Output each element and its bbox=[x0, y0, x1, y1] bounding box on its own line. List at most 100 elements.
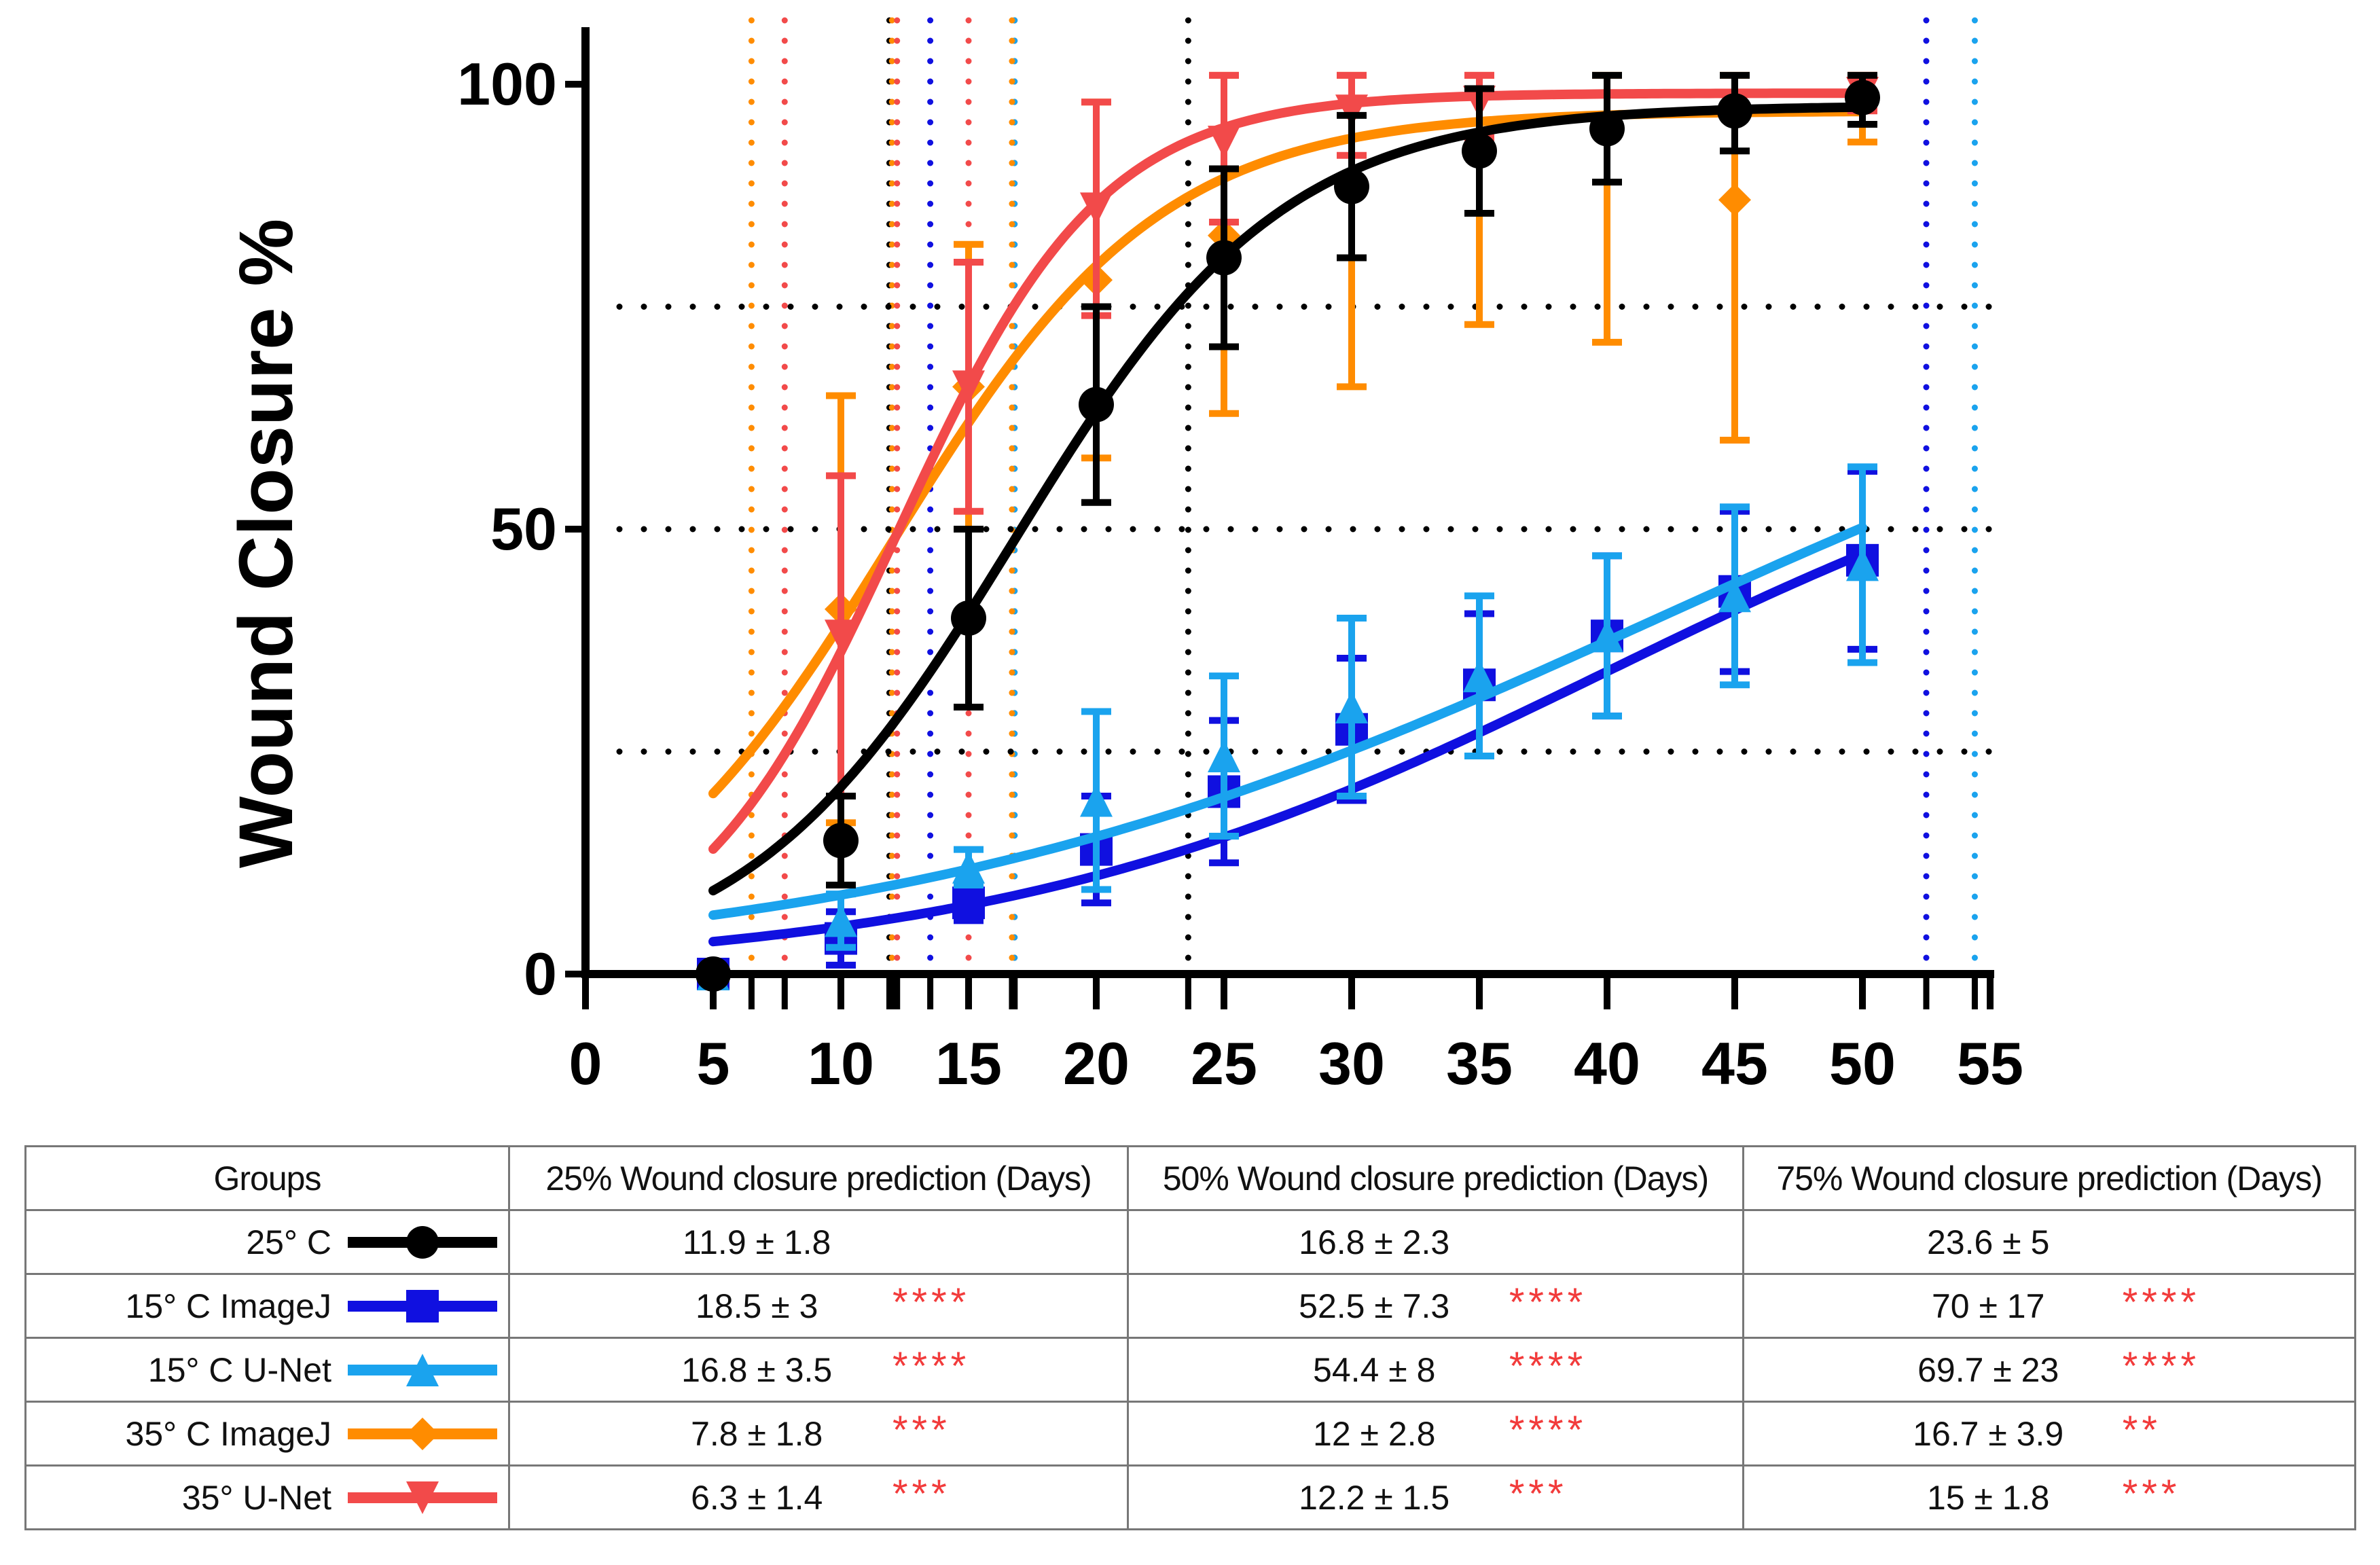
series-layer bbox=[696, 71, 1880, 992]
x-tick-label-45: 45 bbox=[1701, 1030, 1768, 1097]
x-tick-label-15: 15 bbox=[935, 1030, 1002, 1097]
prediction-cell-75: 15 ± 1.8 *** bbox=[1742, 1464, 2356, 1530]
data-point bbox=[1208, 126, 1240, 159]
data-point bbox=[825, 904, 857, 937]
legend-marker bbox=[406, 1417, 439, 1450]
prediction-value: 16.8 ± 3.5 bbox=[681, 1350, 833, 1389]
legend-swatch-triangle-down bbox=[348, 1481, 497, 1514]
table-row: 35° C ImageJ 7.8 ± 1.8 *** 12 ± 2.8 **** 16.7… bbox=[24, 1401, 2356, 1467]
prediction-value: 23.6 ± 5 bbox=[1927, 1223, 2050, 1261]
data-point bbox=[1334, 168, 1369, 204]
fit-curve bbox=[708, 549, 1867, 947]
legend-swatch-triangle-up bbox=[348, 1353, 497, 1386]
group-cell: 35° C ImageJ bbox=[24, 1401, 510, 1467]
legend-swatch-circle bbox=[348, 1225, 497, 1259]
significance-stars: *** bbox=[2122, 1471, 2181, 1516]
data-point bbox=[823, 823, 859, 859]
data-point bbox=[1206, 240, 1242, 276]
x-tick-label-55: 55 bbox=[1957, 1030, 2023, 1097]
prediction-cell-50: 52.5 ± 7.3 **** bbox=[1127, 1273, 1744, 1339]
table-header-row: Groups 25% Wound closure prediction (Day… bbox=[24, 1145, 2356, 1211]
significance-stars: **** bbox=[1509, 1344, 1587, 1388]
group-name: 15° C ImageJ bbox=[125, 1287, 331, 1325]
significance-stars: **** bbox=[1509, 1280, 1587, 1325]
data-point bbox=[1846, 548, 1879, 581]
data-point bbox=[1591, 619, 1623, 653]
significance-stars: **** bbox=[892, 1280, 971, 1325]
legend-swatch-square bbox=[348, 1289, 497, 1323]
wound-closure-chart: 0 50 100 0 5 10 15 20 25 30 35 40 45 50 55 Wound Closu… bbox=[223, 17, 2023, 1097]
group-cell: 35° U-Net bbox=[24, 1464, 510, 1530]
data-point bbox=[1845, 79, 1880, 115]
significance-stars: **** bbox=[892, 1344, 971, 1388]
x-tick-label-5: 5 bbox=[697, 1030, 730, 1097]
x-tick-label-25: 25 bbox=[1191, 1030, 1257, 1097]
legend-marker bbox=[406, 1289, 439, 1323]
prediction-cell-50: 12.2 ± 1.5 *** bbox=[1127, 1464, 1744, 1530]
series-0 bbox=[696, 71, 1880, 992]
group-cell: 15° C U-Net bbox=[24, 1337, 510, 1403]
significance-stars: **** bbox=[2122, 1280, 2201, 1325]
series-1 bbox=[697, 467, 1879, 990]
prediction-cell-75: 70 ± 17 **** bbox=[1742, 1273, 2356, 1339]
prediction-cell-50: 16.8 ± 2.3 bbox=[1127, 1209, 1744, 1275]
series-2 bbox=[697, 463, 1879, 990]
prediction-value: 18.5 ± 3 bbox=[696, 1287, 818, 1325]
data-point bbox=[951, 600, 986, 636]
prediction-value: 12.2 ± 1.5 bbox=[1299, 1478, 1450, 1517]
vertical-reference-lines bbox=[748, 17, 1978, 977]
axes: 0 50 100 0 5 10 15 20 25 30 35 40 45 50 55 bbox=[457, 27, 2023, 1097]
legend-swatch-diamond bbox=[348, 1417, 497, 1450]
horizontal-reference-lines bbox=[616, 304, 1994, 755]
y-tick-label-100: 100 bbox=[457, 50, 557, 118]
data-point bbox=[1335, 691, 1368, 723]
header-25pct: 25% Wound closure prediction (Days) bbox=[508, 1145, 1129, 1211]
prediction-value: 15 ± 1.8 bbox=[1927, 1478, 2050, 1517]
significance-stars: *** bbox=[892, 1407, 951, 1452]
prediction-value: 7.8 ± 1.8 bbox=[691, 1414, 823, 1453]
x-tick-label-50: 50 bbox=[1829, 1030, 1896, 1097]
prediction-value: 52.5 ± 7.3 bbox=[1299, 1287, 1450, 1325]
data-point bbox=[952, 370, 985, 403]
table-row: 15° C ImageJ 18.5 ± 3 **** 52.5 ± 7.3 **** 70… bbox=[24, 1273, 2356, 1339]
prediction-value: 12 ± 2.8 bbox=[1313, 1414, 1436, 1453]
table-row: 35° U-Net 6.3 ± 1.4 *** 12.2 ± 1.5 *** 15 ± 1… bbox=[24, 1464, 2356, 1530]
prediction-cell-75: 69.7 ± 23 **** bbox=[1742, 1337, 2356, 1403]
data-point bbox=[952, 886, 985, 920]
significance-stars: ** bbox=[2122, 1407, 2161, 1452]
prediction-cell-75: 16.7 ± 3.9 ** bbox=[1742, 1401, 2356, 1467]
prediction-cell-50: 12 ± 2.8 **** bbox=[1127, 1401, 1744, 1467]
fit-curve bbox=[708, 88, 1867, 854]
x-tick-label-10: 10 bbox=[808, 1030, 874, 1097]
prediction-cell-25: 16.8 ± 3.5 **** bbox=[508, 1337, 1129, 1403]
group-cell: 25° C bbox=[24, 1209, 510, 1275]
group-cell: 15° C ImageJ bbox=[24, 1273, 510, 1339]
significance-stars: **** bbox=[2122, 1344, 2201, 1388]
legend-marker bbox=[406, 1225, 439, 1259]
x-tick-label-40: 40 bbox=[1574, 1030, 1640, 1097]
data-point bbox=[952, 850, 985, 884]
data-point bbox=[1463, 660, 1496, 693]
prediction-cell-50: 54.4 ± 8 **** bbox=[1127, 1337, 1744, 1403]
prediction-cell-25: 11.9 ± 1.8 bbox=[508, 1209, 1129, 1275]
x-tick-label-30: 30 bbox=[1318, 1030, 1385, 1097]
y-axis-label: Wound Closure % bbox=[223, 219, 308, 868]
prediction-value: 11.9 ± 1.8 bbox=[683, 1223, 831, 1261]
fit-curve bbox=[708, 522, 1867, 920]
x-tick-label-35: 35 bbox=[1446, 1030, 1513, 1097]
data-point bbox=[1335, 94, 1368, 128]
group-name: 35° C ImageJ bbox=[125, 1414, 331, 1453]
prediction-cell-75: 23.6 ± 5 bbox=[1742, 1209, 2356, 1275]
header-50pct: 50% Wound closure prediction (Days) bbox=[1127, 1145, 1744, 1211]
prediction-cell-25: 6.3 ± 1.4 *** bbox=[508, 1464, 1129, 1530]
legend-marker bbox=[406, 1353, 439, 1386]
x-tick-label-0: 0 bbox=[569, 1030, 602, 1097]
data-point bbox=[1462, 133, 1497, 169]
prediction-value: 16.8 ± 2.3 bbox=[1299, 1223, 1450, 1261]
prediction-value: 16.7 ± 3.9 bbox=[1913, 1414, 2064, 1453]
prediction-table: Groups 25% Wound closure prediction (Day… bbox=[24, 1145, 2356, 1530]
prediction-value: 69.7 ± 23 bbox=[1917, 1350, 2059, 1389]
fit-curve bbox=[708, 102, 1867, 896]
header-75pct: 75% Wound closure prediction (Days) bbox=[1742, 1145, 2356, 1211]
data-point bbox=[1718, 579, 1751, 613]
